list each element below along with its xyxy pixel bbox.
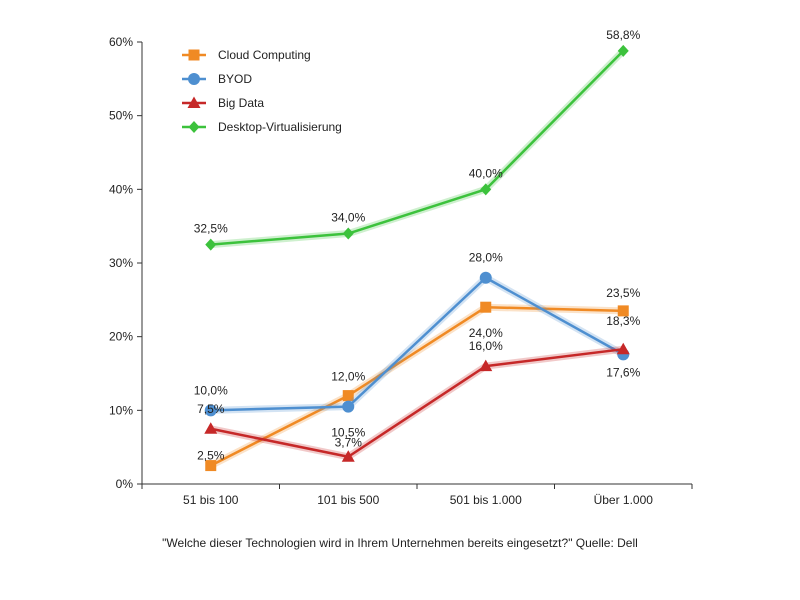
data-point-marker xyxy=(617,44,629,57)
data-label: 28,0% xyxy=(469,251,503,265)
data-point-marker xyxy=(204,404,217,417)
y-tick-label: 20% xyxy=(109,330,133,344)
data-point-marker xyxy=(205,238,217,251)
data-label: 10,5% xyxy=(331,426,365,440)
data-point-marker xyxy=(616,342,630,355)
data-point-marker xyxy=(342,227,354,240)
y-tick-label: 0% xyxy=(116,477,134,491)
legend-marker xyxy=(188,121,200,133)
data-label: 34,0% xyxy=(331,211,365,225)
data-label: 10,0% xyxy=(194,383,228,397)
series-layer xyxy=(204,44,630,472)
series-line xyxy=(210,49,625,246)
data-label: 58,8% xyxy=(606,28,640,42)
x-tick-label: 501 bis 1.000 xyxy=(450,493,522,507)
data-point-marker xyxy=(341,450,355,462)
data-label: 17,6% xyxy=(606,365,640,379)
data-labels-layer: 2,5% 12,0% 24,0% 23,5% 10,0% 10,5% 28,0% 17,6% 7… xyxy=(194,28,641,463)
data-point-marker xyxy=(205,460,217,472)
x-tick-label: Über 1.000 xyxy=(594,493,654,507)
chart-caption: "Welche dieser Technologien wird in Ihre… xyxy=(162,536,638,550)
data-point-marker xyxy=(479,359,493,372)
series-line-shadow xyxy=(210,274,625,414)
y-tick-label: 30% xyxy=(109,256,133,270)
data-label: 7,5% xyxy=(197,402,225,416)
series-line xyxy=(210,305,624,467)
axes-layer: 0% 10% 20% 30% 40% 50% 60% 51 bis 100 101 bis 50… xyxy=(109,35,693,507)
legend-entry-label: Cloud Computing xyxy=(218,48,311,62)
data-label: 18,3% xyxy=(606,314,640,328)
y-tick-label: 10% xyxy=(109,403,133,417)
data-label: 3,7% xyxy=(335,436,363,450)
data-label: 24,0% xyxy=(469,326,503,340)
data-label: 16,0% xyxy=(469,339,503,353)
data-point-marker xyxy=(480,183,492,196)
legend-marker xyxy=(188,73,200,85)
series-line xyxy=(210,276,624,412)
data-label: 40,0% xyxy=(469,166,503,180)
data-point-marker xyxy=(617,305,629,317)
data-point-marker xyxy=(342,400,355,413)
x-tick-label: 51 bis 100 xyxy=(183,493,239,507)
data-label: 23,5% xyxy=(606,286,640,300)
data-point-marker xyxy=(342,390,354,402)
data-point-marker xyxy=(204,422,218,434)
legend-entry-label: BYOD xyxy=(218,72,252,86)
series-line-shadow xyxy=(210,48,626,249)
data-point-marker xyxy=(479,271,492,284)
legend-entry-label: Big Data xyxy=(218,96,264,110)
legend: Cloud Computing BYOD Big Data Desktop-Virtu… xyxy=(182,48,342,134)
y-tick-label: 60% xyxy=(109,35,133,49)
data-label: 2,5% xyxy=(197,449,225,463)
legend-marker xyxy=(188,49,200,61)
legend-entry-label: Desktop-Virtualisierung xyxy=(218,120,342,134)
legend-marker xyxy=(187,96,201,108)
x-tick-label: 101 bis 500 xyxy=(317,493,379,507)
y-tick-label: 50% xyxy=(109,109,133,123)
data-label: 12,0% xyxy=(331,370,365,384)
data-label: 32,5% xyxy=(194,222,228,236)
y-tick-label: 40% xyxy=(109,182,133,196)
series-line xyxy=(210,347,624,458)
data-point-marker xyxy=(480,301,492,313)
